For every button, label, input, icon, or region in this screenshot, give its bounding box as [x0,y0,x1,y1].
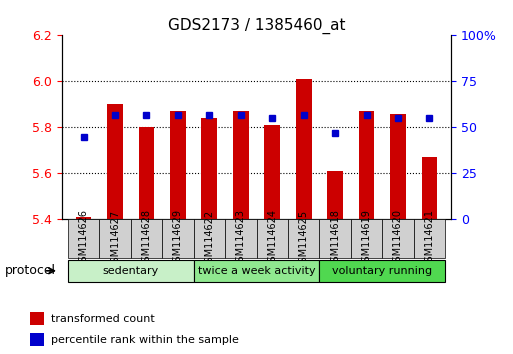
Title: GDS2173 / 1385460_at: GDS2173 / 1385460_at [168,18,345,34]
Bar [359,112,374,219]
Bar [264,125,280,219]
Text: GSM114628: GSM114628 [142,210,151,268]
Text: GSM114625: GSM114625 [299,209,309,269]
Text: percentile rank within the sample: percentile rank within the sample [51,335,239,345]
FancyBboxPatch shape [131,219,162,258]
FancyBboxPatch shape [320,260,445,282]
Text: GSM114623: GSM114623 [236,210,246,268]
Text: GSM114629: GSM114629 [173,210,183,268]
FancyBboxPatch shape [68,260,193,282]
FancyBboxPatch shape [68,219,100,258]
FancyBboxPatch shape [193,219,225,258]
Text: GSM114620: GSM114620 [393,210,403,268]
Bar [30,312,44,325]
Bar [327,171,343,219]
Bar [170,112,186,219]
Bar [202,118,217,219]
Text: voluntary running: voluntary running [332,266,432,276]
FancyBboxPatch shape [320,219,351,258]
Bar [107,104,123,219]
Bar [76,217,91,219]
Bar [296,79,311,219]
Text: GSM114618: GSM114618 [330,210,340,268]
FancyBboxPatch shape [100,219,131,258]
Bar [139,127,154,219]
FancyBboxPatch shape [256,219,288,258]
FancyBboxPatch shape [288,219,320,258]
FancyBboxPatch shape [413,219,445,258]
Text: GSM114627: GSM114627 [110,209,120,269]
Bar [30,333,44,346]
FancyBboxPatch shape [351,219,382,258]
Text: GSM114626: GSM114626 [78,210,89,268]
FancyBboxPatch shape [193,260,320,282]
Text: twice a week activity: twice a week activity [198,266,315,276]
Bar [422,158,437,219]
FancyBboxPatch shape [225,219,256,258]
FancyBboxPatch shape [162,219,193,258]
Text: GSM114622: GSM114622 [204,209,214,269]
Bar [233,112,249,219]
Text: GSM114619: GSM114619 [362,210,371,268]
Text: sedentary: sedentary [103,266,159,276]
Text: GSM114621: GSM114621 [424,210,435,268]
Text: transformed count: transformed count [51,314,155,324]
FancyBboxPatch shape [382,219,413,258]
Text: GSM114624: GSM114624 [267,210,277,268]
Text: protocol: protocol [5,264,56,277]
Bar [390,114,406,219]
